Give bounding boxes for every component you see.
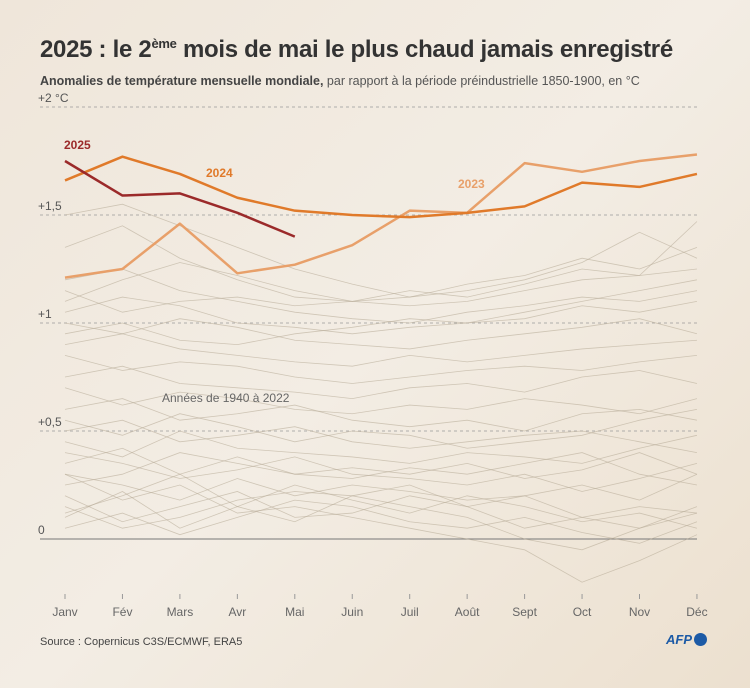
y-tick-label: +1,5 bbox=[38, 199, 62, 213]
x-tick-label: Juil bbox=[401, 605, 419, 619]
background-year-line bbox=[64, 203, 698, 298]
background-year-line bbox=[64, 452, 698, 486]
x-tick-label: Janv bbox=[52, 605, 77, 619]
background-year-line bbox=[64, 225, 697, 307]
x-tick-label: Juin bbox=[341, 605, 363, 619]
background-year-line bbox=[64, 221, 698, 313]
background-year-line bbox=[64, 484, 698, 529]
background-year-line bbox=[64, 409, 698, 449]
background-year-line bbox=[64, 473, 698, 583]
series-line-2023 bbox=[64, 153, 698, 279]
chart-title: 2025 : le 2ème mois de mai le plus chaud… bbox=[40, 36, 673, 63]
background-year-line bbox=[64, 452, 698, 492]
background-year-line bbox=[64, 491, 698, 551]
background-year-line bbox=[64, 473, 698, 529]
background-year-line bbox=[64, 268, 698, 324]
chart-subtitle: Anomalies de température mensuelle mondi… bbox=[40, 74, 640, 88]
x-tick-label: Nov bbox=[629, 605, 650, 619]
background-year-line bbox=[64, 355, 697, 384]
y-tick-label: +2 °C bbox=[38, 91, 69, 105]
background-year-line bbox=[64, 447, 698, 486]
background-year-line bbox=[64, 279, 698, 346]
background-year-line bbox=[64, 473, 698, 501]
series-label-2023: 2023 bbox=[458, 177, 485, 191]
y-tick-label: +0,5 bbox=[38, 415, 62, 429]
x-tick-label: Fév bbox=[112, 605, 132, 619]
background-year-line bbox=[64, 398, 698, 432]
x-tick-label: Déc bbox=[686, 605, 707, 619]
background-year-line bbox=[64, 365, 698, 400]
x-tick-label: Avr bbox=[228, 605, 246, 619]
x-tick-label: Mars bbox=[167, 605, 194, 619]
background-year-line bbox=[64, 333, 697, 367]
afp-logo: AFP bbox=[666, 632, 707, 647]
source-note: Source : Copernicus C3S/ECMWF, ERA5 bbox=[40, 636, 243, 648]
x-tick-label: Août bbox=[455, 605, 480, 619]
background-year-line bbox=[64, 318, 698, 350]
x-tick-label: Oct bbox=[573, 605, 592, 619]
y-tick-label: 0 bbox=[38, 523, 45, 537]
series-label-2025: 2025 bbox=[64, 138, 91, 152]
background-year-line bbox=[64, 491, 697, 529]
background-year-line bbox=[64, 296, 698, 335]
background-year-line bbox=[64, 387, 698, 415]
background-year-line bbox=[64, 247, 698, 302]
background-year-line bbox=[64, 419, 698, 453]
x-tick-label: Mai bbox=[285, 605, 304, 619]
x-tick-label: Sept bbox=[512, 605, 537, 619]
y-tick-label: +1 bbox=[38, 307, 52, 321]
series-line-2024 bbox=[64, 155, 698, 219]
series-label-2024: 2024 bbox=[206, 166, 233, 180]
background-label: Années de 1940 à 2022 bbox=[162, 391, 290, 405]
background-year-line bbox=[64, 499, 698, 544]
background-year-line bbox=[64, 430, 698, 464]
series-line-2025 bbox=[64, 159, 296, 238]
